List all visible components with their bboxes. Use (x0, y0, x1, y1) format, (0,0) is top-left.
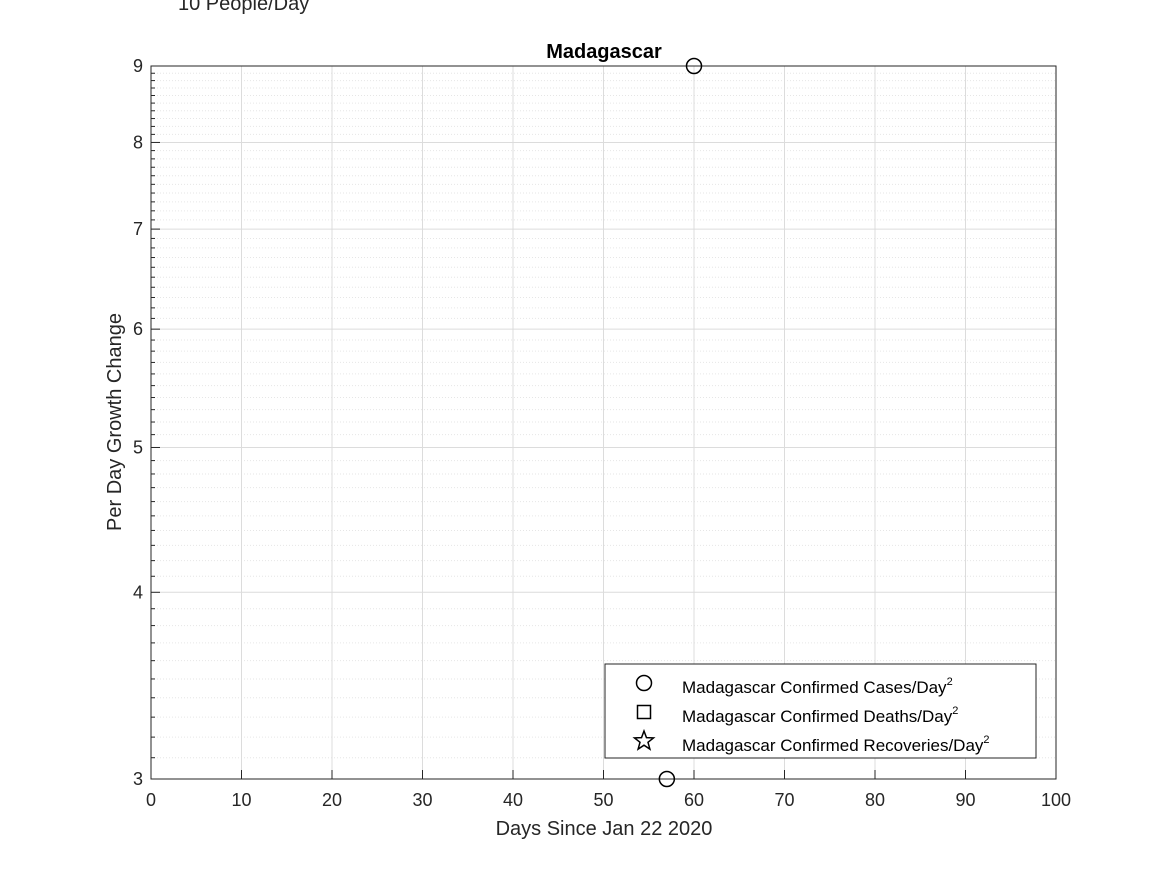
x-tick-label: 90 (955, 790, 975, 810)
x-tick-label: 10 (231, 790, 251, 810)
legend-marker (636, 704, 652, 720)
chart-title: Madagascar (546, 41, 662, 63)
legend-entry-label: Madagascar Confirmed Deaths/Day2 (682, 705, 958, 726)
legend-box (604, 663, 1037, 759)
legend-superscript: 2 (983, 734, 989, 746)
legend-entry-label: Madagascar Confirmed Recoveries/Day2 (682, 734, 990, 755)
x-tick-label: 40 (503, 790, 523, 810)
legend: Madagascar Confirmed Cases/Day2 Madagasca… (604, 663, 1037, 759)
y-axis-label: Per Day Growth Change (104, 313, 126, 531)
x-tick-label: 60 (684, 790, 704, 810)
x-tick-label: 50 (593, 790, 613, 810)
data-point (685, 57, 703, 75)
x-tick-label: 20 (322, 790, 342, 810)
y-tick-label: 8 (133, 132, 143, 152)
legend-superscript: 2 (952, 705, 958, 717)
x-tick-label: 80 (865, 790, 885, 810)
legend-marker (632, 728, 656, 751)
x-tick-label: 70 (774, 790, 794, 810)
y-tick-label: 5 (133, 437, 143, 457)
legend-superscript: 2 (947, 676, 953, 688)
x-tick-label: 30 (412, 790, 432, 810)
x-tick-label: 0 (146, 790, 156, 810)
data-point (658, 770, 676, 788)
data-marks (658, 57, 703, 788)
x-tick-label: 100 (1041, 790, 1071, 810)
legend-entry-label: Madagascar Confirmed Cases/Day2 (682, 676, 953, 697)
y-tick-label: 9 (133, 56, 143, 76)
x-axis-label: Days Since Jan 22 2020 (496, 818, 713, 840)
y-tick-label: 7 (133, 219, 143, 239)
y-tick-label: 6 (133, 319, 143, 339)
y-tick-label: 3 (133, 769, 143, 789)
corner-label: 10 People/Day (178, 0, 309, 15)
legend-marker (635, 674, 653, 692)
y-tick-label: 4 (133, 582, 143, 602)
